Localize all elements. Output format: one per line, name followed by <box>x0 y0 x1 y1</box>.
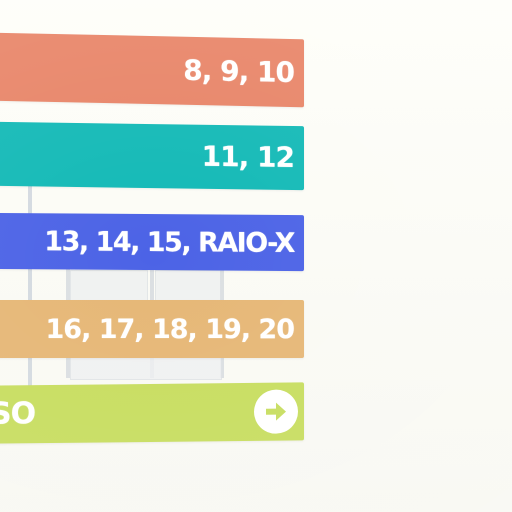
background-panel <box>155 270 221 302</box>
sign-label: 13, 14, 15, RAIO-X <box>44 225 294 259</box>
sign-label: 16, 17, 18, 19, 20 <box>45 313 295 345</box>
sign-label: SO <box>0 396 36 432</box>
sign-label: 11, 12 <box>201 139 294 175</box>
background-panel <box>70 356 222 380</box>
direction-sign-lime: SO <box>0 382 304 444</box>
arrow-right-icon <box>254 389 298 434</box>
direction-sign-amber: 16, 17, 18, 19, 20 <box>0 300 304 358</box>
background-panel <box>70 270 148 302</box>
direction-sign-teal: 11, 12 <box>0 121 304 191</box>
sign-label: 8, 9, 10 <box>183 53 294 90</box>
direction-sign-orange: 8, 9, 10 <box>0 32 304 108</box>
support-pole <box>28 180 32 386</box>
direction-sign-blue: 13, 14, 15, RAIO-X <box>0 212 304 272</box>
